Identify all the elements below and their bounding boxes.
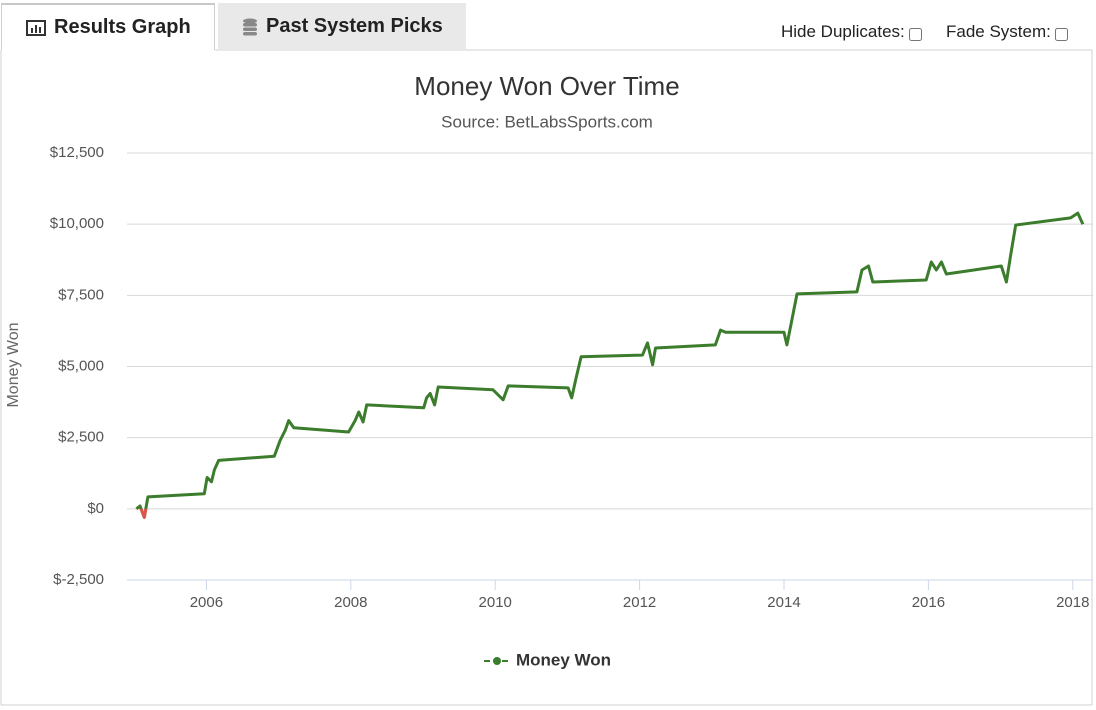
control: Hide Duplicates: [781, 22, 922, 42]
legend-marker [493, 657, 501, 665]
control-label: Fade System: [946, 22, 1051, 41]
tab[interactable]: Results Graph [1, 3, 215, 50]
y-tick-label: $10,000 [50, 215, 104, 232]
tab-label: Past System Picks [266, 15, 443, 37]
tab[interactable]: Past System Picks [218, 3, 466, 50]
y-tick-label: $0 [87, 500, 104, 517]
y-tick-label: $7,500 [58, 286, 104, 303]
x-tick-label: 2006 [190, 594, 223, 611]
chart-subtitle: Source: BetLabsSports.com [441, 112, 653, 131]
control: Fade System: [946, 22, 1068, 42]
x-tick-label: 2018 [1056, 594, 1089, 611]
legend-label: Money Won [516, 650, 611, 669]
x-tick-label: 2014 [767, 594, 800, 611]
chart-icon [26, 19, 46, 36]
chart-title: Money Won Over Time [414, 71, 679, 101]
checkbox[interactable] [908, 27, 922, 41]
y-tick-label: $5,000 [58, 357, 104, 374]
x-tick-label: 2010 [479, 594, 512, 611]
x-tick-label: 2012 [623, 594, 656, 611]
y-tick-label: $12,500 [50, 144, 104, 161]
checkbox[interactable] [1054, 27, 1068, 41]
negative-line [136, 508, 148, 519]
y-tick-label: $2,500 [58, 429, 104, 446]
y-axis-title: Money Won [5, 322, 22, 407]
control-label: Hide Duplicates: [781, 22, 905, 41]
line [135, 211, 1085, 519]
x-tick-label: 2008 [334, 594, 367, 611]
tab-label: Results Graph [54, 16, 191, 38]
database-icon [243, 18, 257, 35]
y-tick-label: $-2,500 [53, 571, 104, 588]
x-tick-label: 2016 [912, 594, 945, 611]
